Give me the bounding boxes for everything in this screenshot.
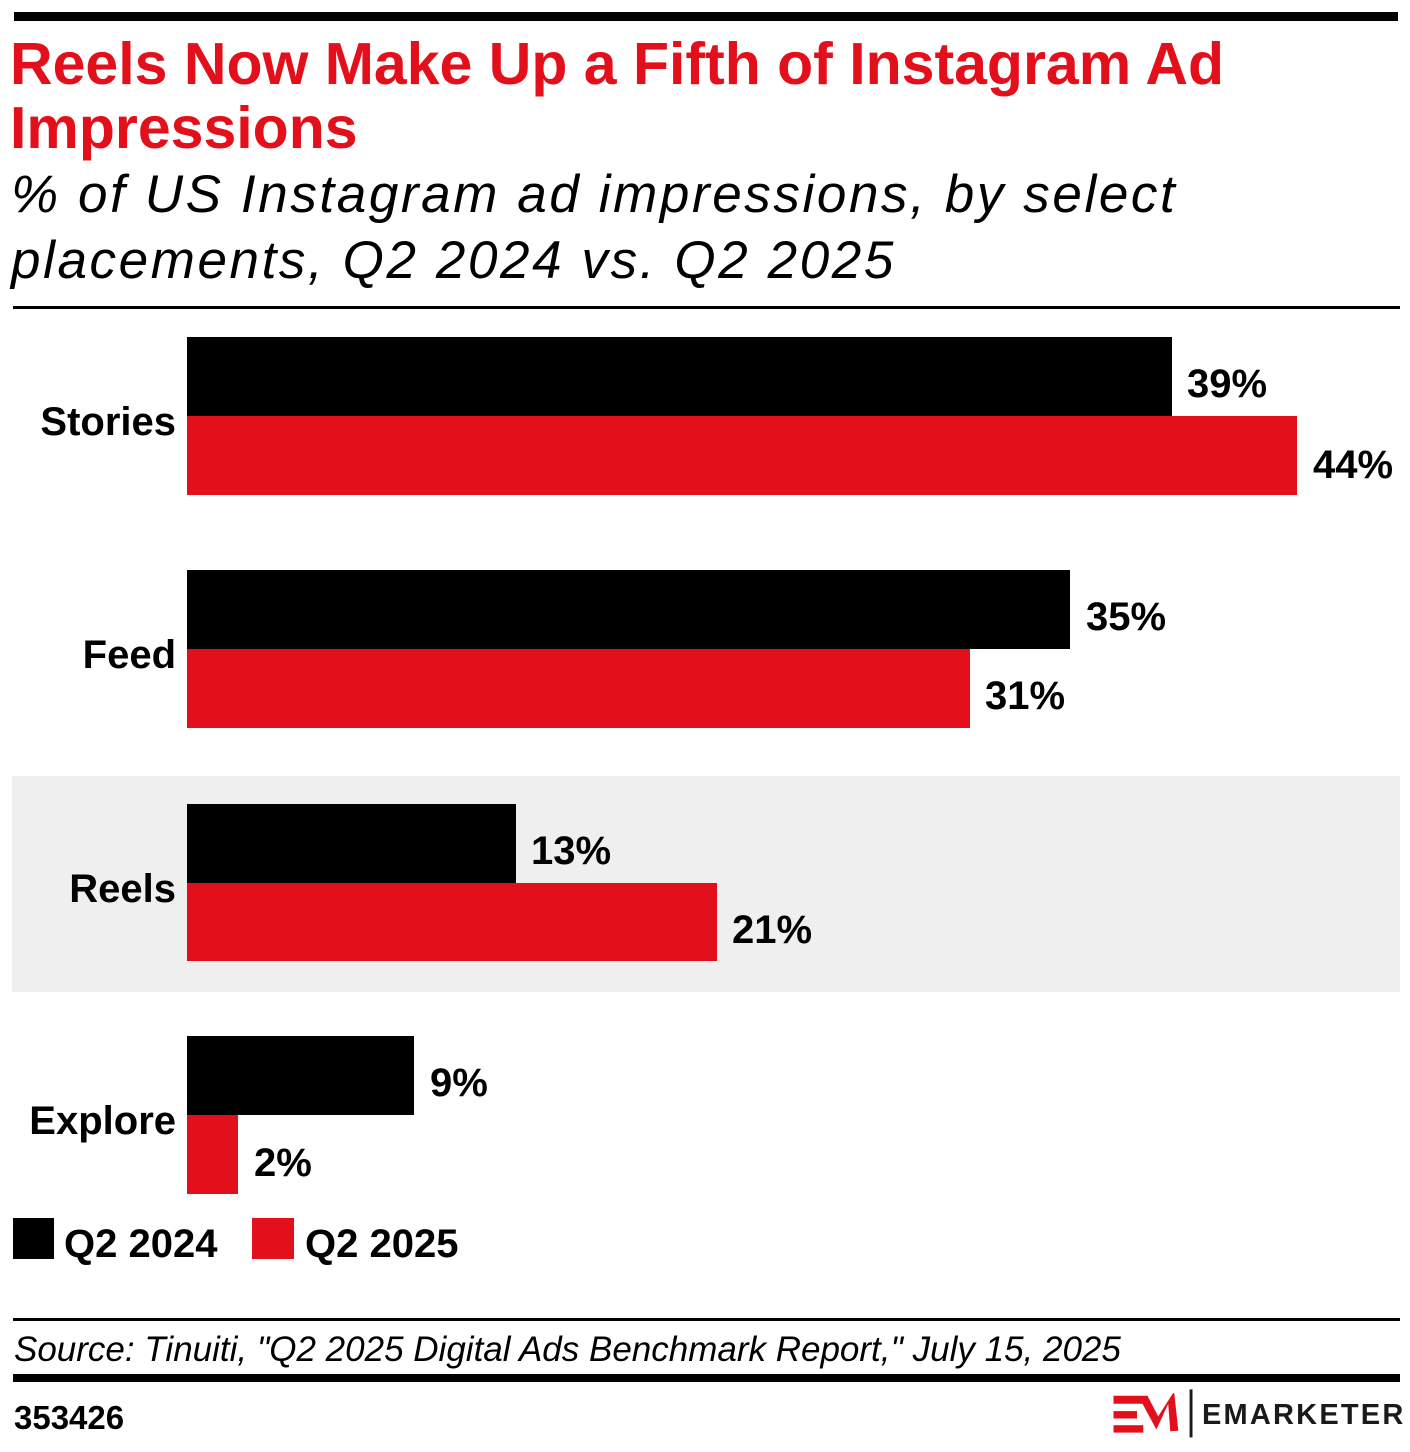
svg-text:EMARKETER: EMARKETER [1202,1399,1405,1431]
